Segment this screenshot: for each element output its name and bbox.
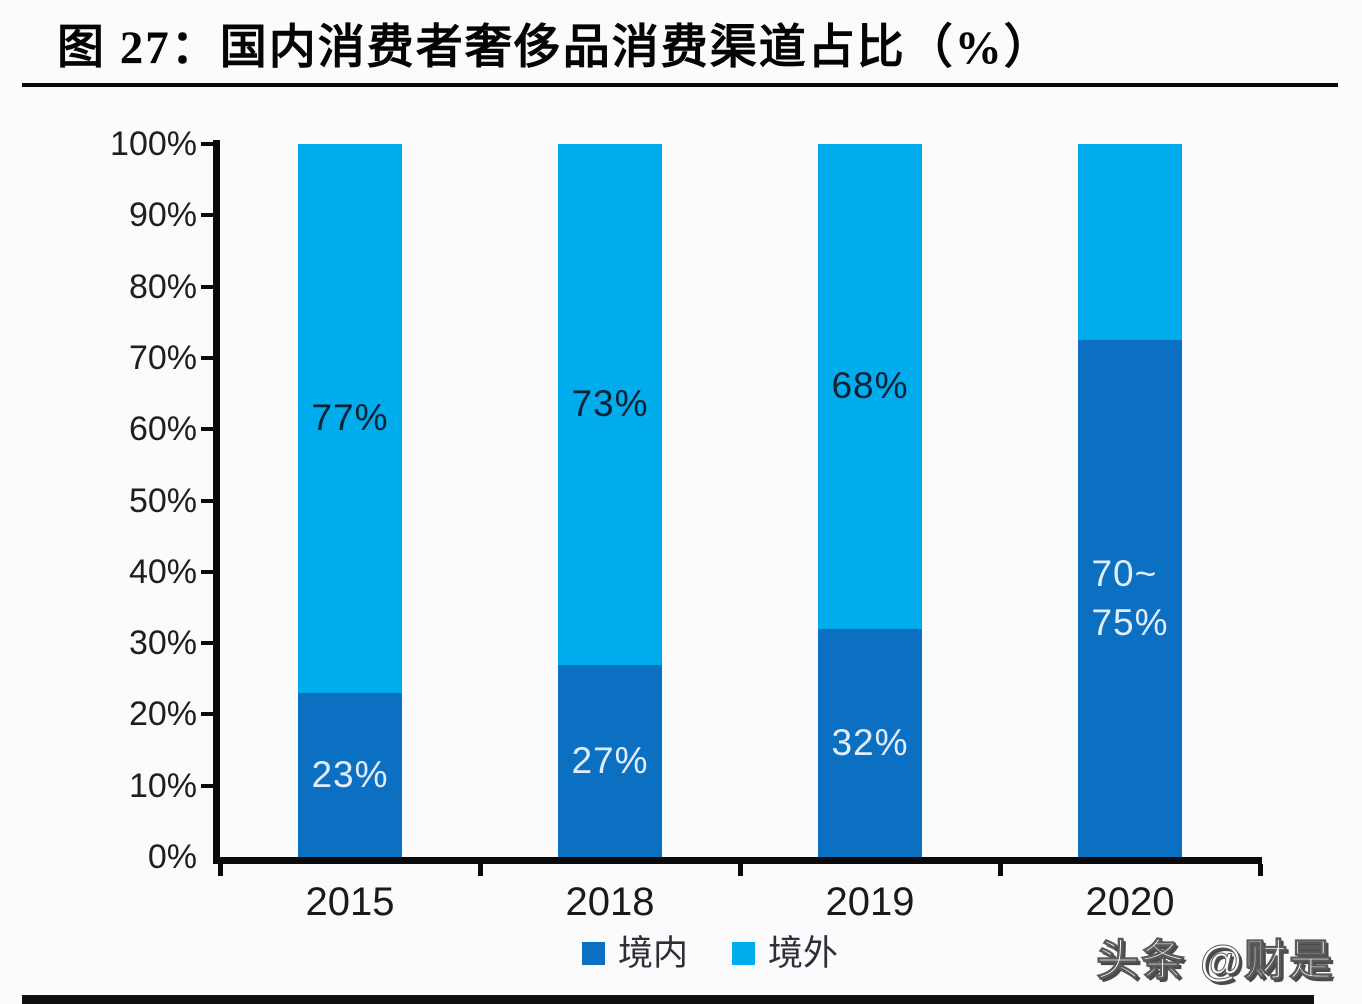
y-axis-tick-label: 60% bbox=[128, 410, 197, 449]
bar-segment-境内-2018: 27% bbox=[558, 664, 662, 857]
y-axis-tick bbox=[201, 355, 213, 360]
x-axis-line bbox=[213, 857, 1262, 864]
y-axis-tick-label: 20% bbox=[128, 695, 197, 734]
bar-value-label-境外-2018: 73% bbox=[571, 383, 649, 425]
y-axis-tick bbox=[201, 213, 213, 218]
y-axis-tick bbox=[201, 142, 213, 146]
y-axis-tick-label: 100% bbox=[110, 125, 197, 163]
y-axis-tick bbox=[201, 498, 213, 503]
y-axis-tick-label: 70% bbox=[128, 338, 197, 377]
bar-value-label-境内-2015: 23% bbox=[311, 753, 389, 795]
bar-segment-境内-2019: 32% bbox=[818, 628, 922, 857]
bar-segment-境内-2020: 70~ 75% bbox=[1078, 340, 1182, 857]
legend-label-境外: 境外 bbox=[768, 934, 839, 973]
bar-segment-境外-2015: 77% bbox=[298, 144, 402, 693]
title-underline bbox=[22, 83, 1338, 87]
bar-value-label-境内-2019: 32% bbox=[831, 721, 909, 763]
x-axis-label-2020: 2020 bbox=[1085, 880, 1175, 924]
y-axis-tick-label: 80% bbox=[128, 267, 197, 306]
legend-item-境外: 境外 bbox=[732, 936, 838, 971]
y-axis-tick bbox=[201, 284, 213, 289]
watermark-text: 头条 @财是 bbox=[1096, 937, 1334, 986]
legend-item-境内: 境内 bbox=[581, 934, 688, 973]
bottom-border bbox=[22, 995, 1314, 1004]
y-axis-tick bbox=[201, 641, 213, 646]
y-axis-tick bbox=[201, 569, 213, 574]
x-axis-label-2018: 2018 bbox=[565, 880, 655, 924]
legend-label-境内: 境内 bbox=[617, 934, 688, 973]
x-axis-label-2015: 2015 bbox=[305, 880, 395, 924]
legend-swatch-境外 bbox=[732, 942, 755, 965]
y-axis-tick-label: 50% bbox=[128, 481, 197, 520]
y-axis-line bbox=[213, 140, 220, 864]
bar-value-label-境内-2018: 27% bbox=[571, 739, 649, 781]
figure-title: 图 27：国内消费者奢侈品消费渠道占比（%） bbox=[57, 22, 1053, 74]
legend-swatch-境内 bbox=[581, 942, 605, 965]
chart-legend: 境内 境外 bbox=[50, 936, 1362, 971]
bar-segment-境外-2019: 68% bbox=[818, 144, 922, 629]
x-axis-tick bbox=[997, 864, 1003, 876]
y-axis-tick-label: 10% bbox=[128, 766, 197, 805]
bar-segment-境外-2020 bbox=[1078, 144, 1182, 341]
x-axis-tick bbox=[737, 864, 743, 876]
y-axis-tick bbox=[201, 712, 213, 717]
bar-value-label-境外-2015: 77% bbox=[311, 397, 389, 439]
bar-segment-境外-2018: 73% bbox=[558, 144, 662, 665]
y-axis-tick-label: 90% bbox=[128, 196, 197, 235]
x-axis-tick bbox=[477, 864, 483, 876]
y-axis-tick-label: 30% bbox=[128, 624, 197, 663]
bar-segment-境内-2015: 23% bbox=[298, 693, 402, 857]
y-axis-tick bbox=[201, 427, 213, 432]
y-axis-tick bbox=[201, 783, 213, 788]
bar-value-label-境外-2019: 68% bbox=[831, 365, 909, 407]
y-axis-tick-label: 0% bbox=[147, 838, 197, 876]
x-axis-label-2019: 2019 bbox=[825, 880, 915, 924]
bar-value-label-境内-2020: 70~ 75% bbox=[1091, 553, 1169, 643]
x-axis-tick bbox=[217, 864, 223, 876]
x-axis-tick bbox=[1257, 864, 1263, 876]
y-axis-tick-label: 40% bbox=[128, 552, 197, 591]
